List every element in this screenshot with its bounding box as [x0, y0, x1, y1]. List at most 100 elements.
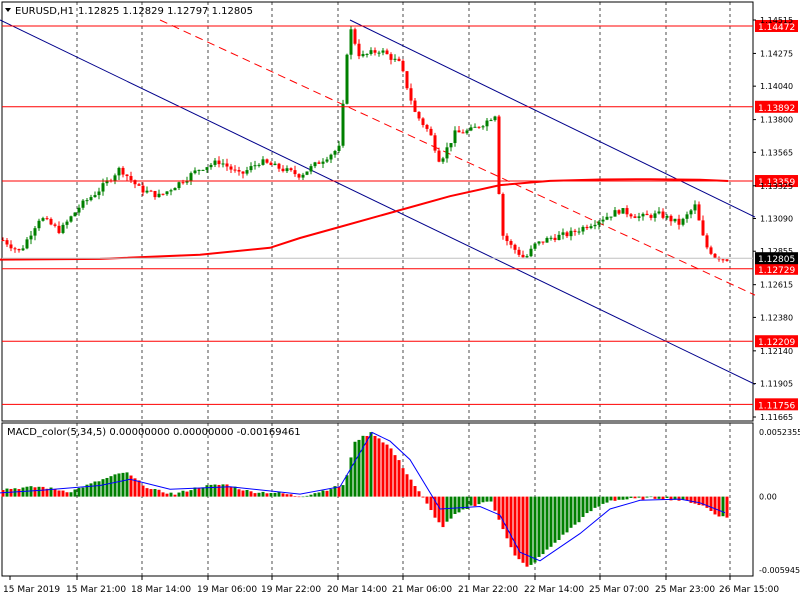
- macd-bar: [525, 496, 529, 567]
- candle-body: [689, 210, 693, 215]
- macd-bar: [101, 479, 105, 497]
- candle-body: [77, 207, 81, 213]
- macd-bar: [301, 496, 305, 498]
- candle-body: [617, 210, 621, 214]
- candle-body: [173, 188, 177, 191]
- horizontal-levels[interactable]: 1.14472 1.13892 1.13359 1.12729 1.12209 1.117…: [2, 19, 798, 411]
- macd-bar: [673, 496, 677, 500]
- macd-bar: [17, 489, 21, 497]
- dashed-trendline[interactable]: [159, 19, 756, 296]
- macd-bar: [81, 487, 85, 497]
- macd-panel[interactable]: 0.0052355 0.00 -0.0059454 MACD_color(5,34,…: [0, 422, 800, 577]
- candle-body: [257, 164, 261, 166]
- candle-body: [465, 130, 469, 134]
- ma-line: [0, 178, 729, 261]
- candle-body: [105, 180, 109, 184]
- macd-bar: [41, 486, 45, 497]
- macd-bar: [685, 496, 689, 501]
- macd-bar: [701, 496, 705, 506]
- candle-body: [701, 220, 705, 236]
- signal-line: [0, 431, 726, 562]
- level-label: 1.12729: [758, 266, 795, 276]
- candle-body: [693, 204, 697, 211]
- candle-body: [369, 50, 373, 54]
- macd-bar: [537, 496, 541, 557]
- macd-bar: [181, 490, 185, 497]
- candle-body: [629, 214, 633, 217]
- candle-body: [533, 243, 537, 249]
- candle-body: [237, 170, 241, 172]
- macd-bar: [681, 496, 685, 500]
- candle-body: [357, 43, 361, 57]
- macd-bar: [457, 496, 461, 513]
- candle-body: [637, 216, 641, 218]
- candle-body: [313, 162, 317, 167]
- price-panel[interactable]: 1.14472 1.13892 1.13359 1.12729 1.12209 1.117…: [0, 1, 798, 422]
- macd-bar: [337, 486, 341, 497]
- macd-bar: [249, 491, 253, 497]
- candle-body: [89, 197, 93, 201]
- candle-body: [621, 208, 625, 214]
- macd-bar: [309, 494, 313, 497]
- candle-body: [569, 230, 573, 237]
- macd-bar: [237, 489, 241, 497]
- macd-bar: [257, 492, 261, 497]
- candle-body: [505, 235, 509, 242]
- candle-body: [501, 193, 505, 236]
- candle-body: [73, 212, 77, 217]
- candle-body: [449, 143, 453, 148]
- channel-trendline[interactable]: [0, 19, 756, 385]
- candle-body: [577, 231, 581, 233]
- channel-trendline[interactable]: [349, 19, 756, 218]
- candle-body: [361, 54, 365, 57]
- macd-bar: [557, 496, 561, 540]
- macd-bar: [429, 496, 433, 511]
- candle-body: [429, 128, 433, 136]
- level-label-bg: [755, 19, 798, 32]
- macd-bar: [37, 486, 41, 497]
- macd-bar: [269, 493, 273, 497]
- price-tick-label: 1.14040: [760, 82, 793, 91]
- macd-bar: [645, 496, 649, 498]
- candle-body: [21, 248, 25, 251]
- macd-bar: [285, 494, 289, 497]
- macd-bar: [293, 496, 297, 497]
- candle-body: [609, 216, 613, 218]
- candle-body: [349, 29, 353, 55]
- macd-tick-label: -0.0059454: [759, 566, 800, 575]
- macd-bar: [633, 496, 637, 499]
- macd-bar: [221, 484, 225, 497]
- time-tick-label: 15 Mar 2019: [3, 585, 60, 595]
- candle-body: [145, 190, 149, 193]
- macd-bar: [69, 492, 73, 497]
- candle-body: [373, 50, 377, 53]
- candle-body: [397, 58, 401, 61]
- price-tick-label: 1.13090: [760, 215, 793, 224]
- candle-body: [181, 182, 185, 184]
- candle-body: [69, 216, 73, 222]
- candle-body: [525, 256, 529, 258]
- level-label: 1.11756: [758, 401, 795, 411]
- macd-grid: [76, 423, 731, 576]
- macd-bar: [113, 474, 117, 497]
- macd-bar: [449, 496, 453, 519]
- candle-body: [593, 224, 597, 227]
- macd-histogram: [1, 432, 729, 567]
- macd-bar: [413, 486, 417, 497]
- candle-body: [321, 161, 325, 164]
- dropdown-triangle-icon[interactable]: [5, 8, 11, 12]
- macd-bar: [717, 496, 721, 517]
- candle-body: [469, 127, 473, 131]
- macd-bar: [653, 496, 657, 499]
- candle-body: [549, 237, 553, 239]
- time-tick-label: 21 Mar 22:00: [458, 585, 518, 595]
- candle-body: [653, 213, 657, 218]
- symbol-label: EURUSD,H1: [15, 6, 74, 17]
- candle-body: [541, 241, 545, 243]
- macd-bar: [541, 496, 545, 555]
- candle-body: [545, 237, 549, 243]
- macd-bar: [161, 492, 165, 497]
- candle-body: [517, 249, 521, 255]
- candle-body: [29, 235, 33, 240]
